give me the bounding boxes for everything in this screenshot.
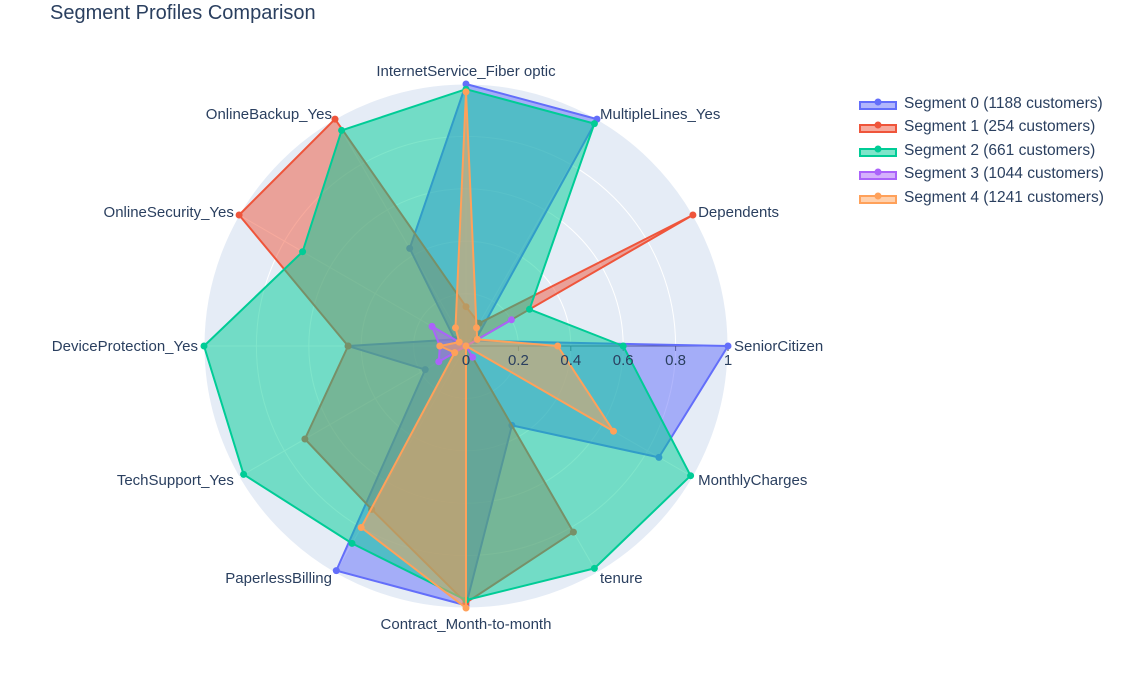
series-point	[473, 335, 481, 343]
series-point	[462, 88, 470, 96]
axis-label: tenure	[600, 570, 643, 587]
radial-tick-label: 0.2	[508, 352, 529, 369]
series-point	[428, 322, 436, 330]
axis-label: Contract_Month-to-month	[381, 616, 552, 633]
series-point	[689, 211, 697, 219]
series-point	[554, 342, 562, 350]
series-point	[235, 211, 243, 219]
legend-label: Segment 0 (1188 customers)	[904, 94, 1103, 112]
legend-swatch-icon	[858, 144, 898, 158]
series-layer	[200, 80, 732, 612]
legend-swatch-icon	[858, 97, 898, 111]
series-point	[590, 564, 598, 572]
axis-label: OnlineSecurity_Yes	[104, 204, 234, 221]
series-point	[462, 342, 470, 350]
legend-item[interactable]: Segment 3 (1044 customers)	[858, 163, 1104, 187]
series-point	[455, 338, 463, 346]
legend: Segment 0 (1188 customers) Segment 1 (254…	[858, 92, 1104, 210]
axis-label: MonthlyCharges	[698, 472, 807, 489]
legend-item[interactable]: Segment 0 (1188 customers)	[858, 92, 1104, 116]
axis-label: TechSupport_Yes	[117, 472, 234, 489]
radial-tick-label: 0.4	[560, 352, 581, 369]
series-point	[348, 539, 356, 547]
series-point	[436, 342, 444, 350]
series-point	[240, 470, 248, 478]
series-point	[435, 358, 443, 366]
radial-tick-label: 1	[724, 352, 732, 369]
axis-label: DeviceProtection_Yes	[52, 338, 198, 355]
legend-label: Segment 2 (661 customers)	[904, 141, 1096, 159]
radial-tick-label: 0.8	[665, 352, 686, 369]
legend-swatch-icon	[858, 120, 898, 134]
legend-item[interactable]: Segment 2 (661 customers)	[858, 139, 1104, 163]
series-point	[299, 248, 307, 256]
axis-label: InternetService_Fiber optic	[376, 63, 556, 80]
axis-label: OnlineBackup_Yes	[206, 106, 332, 123]
series-point	[451, 349, 459, 357]
series-point	[473, 324, 480, 332]
radial-tick-label: 0.6	[613, 352, 634, 369]
chart-title: Segment Profiles Comparison	[50, 2, 316, 24]
series-point	[507, 316, 515, 324]
series-point	[590, 120, 598, 128]
series-point	[526, 305, 533, 313]
series-point	[452, 324, 459, 332]
series-point	[462, 604, 470, 612]
series-point	[357, 524, 365, 531]
legend-label: Segment 3 (1044 customers)	[904, 165, 1104, 183]
series-point	[610, 427, 617, 435]
axis-label: PaperlessBilling	[225, 570, 332, 587]
axis-label: Dependents	[698, 204, 779, 221]
series-point	[200, 342, 208, 350]
series-point	[724, 342, 732, 350]
axis-label: SeniorCitizen	[734, 338, 823, 355]
legend-swatch-icon	[858, 167, 898, 181]
series-point	[462, 80, 470, 88]
legend-item[interactable]: Segment 1 (254 customers)	[858, 116, 1104, 140]
axis-label: MultipleLines_Yes	[600, 106, 720, 123]
series-point	[469, 353, 477, 361]
series-point	[338, 126, 346, 134]
legend-label: Segment 1 (254 customers)	[904, 118, 1096, 136]
series-point	[687, 472, 695, 480]
series-point	[619, 342, 627, 350]
legend-swatch-icon	[858, 191, 898, 205]
legend-label: Segment 4 (1241 customers)	[904, 188, 1104, 206]
series-4	[357, 88, 617, 612]
legend-item[interactable]: Segment 4 (1241 customers)	[858, 186, 1104, 210]
series-point	[332, 567, 340, 575]
series-point	[331, 115, 339, 123]
radial-tick-label: 0	[462, 352, 470, 369]
